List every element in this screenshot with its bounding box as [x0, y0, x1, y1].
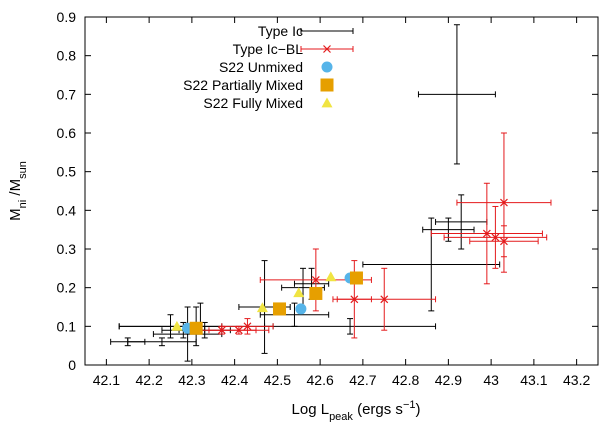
- y-tick-label: 0.1: [57, 318, 77, 334]
- x-marker-stroke: [311, 276, 320, 284]
- x-marker: [217, 326, 226, 335]
- square-marker: [309, 286, 323, 300]
- x-marker-stroke: [380, 295, 389, 304]
- y-label-sub: ni: [17, 200, 29, 209]
- y-label-sub: sun: [17, 161, 29, 179]
- x-label-mid: (ergs s: [353, 401, 403, 418]
- x-marker-stroke: [491, 233, 500, 242]
- x-marker-stroke: [500, 198, 508, 207]
- triangle-marker: [256, 302, 268, 313]
- x-tick-label: 42.6: [307, 372, 334, 388]
- x-marker-stroke: [217, 326, 226, 335]
- x-marker-stroke: [482, 229, 491, 238]
- x-tick-label: 42.1: [93, 372, 120, 388]
- x-tick-label: 42.9: [435, 372, 462, 388]
- triangle-marker: [171, 320, 183, 331]
- y-tick-label: 0.8: [57, 48, 77, 64]
- x-marker: [491, 233, 500, 242]
- x-tick-label: 43.2: [563, 372, 590, 388]
- x-tick-label: 43.1: [520, 372, 547, 388]
- legend-label: S22 Fully Mixed: [203, 95, 303, 111]
- y-tick-label: 0.3: [57, 241, 77, 257]
- y-tick-label: 0.6: [57, 125, 77, 141]
- circle-marker: [321, 61, 333, 73]
- error-bar: [152, 306, 223, 362]
- triangle-marker: [293, 287, 305, 298]
- x-label-base: Log L: [292, 401, 330, 418]
- x-tick-label: 42.5: [264, 372, 291, 388]
- x-marker-stroke: [500, 237, 508, 246]
- x-marker-stroke: [243, 322, 252, 331]
- y-label-mid: /M: [7, 179, 24, 200]
- x-tick-label: 42.8: [392, 372, 419, 388]
- square-marker: [273, 302, 287, 316]
- legend-item: S22 Fully Mixed: [203, 95, 333, 111]
- square-marker: [349, 271, 363, 285]
- x-label-sub: peak: [329, 411, 353, 422]
- legend: Type Ic Type Ic−BL S22 Unmixed S22 Partiall…: [183, 23, 354, 111]
- legend-item: Type Ic−BL: [233, 41, 354, 57]
- x-tick-label: 42.2: [136, 372, 163, 388]
- error-bar: [264, 318, 437, 335]
- x-marker: [311, 276, 320, 284]
- triangle-marker: [325, 271, 337, 282]
- legend-label: S22 Partially Mixed: [183, 77, 303, 93]
- legend-item: S22 Unmixed: [219, 59, 333, 75]
- legend-item: Type Ic: [258, 23, 354, 39]
- legend-item: S22 Partially Mixed: [183, 77, 334, 93]
- series-s22-partially-mixed: [189, 271, 363, 335]
- x-tick-label: 42.4: [221, 372, 248, 388]
- plot-frame: [84, 16, 599, 366]
- circle-marker: [295, 303, 307, 315]
- y-tick-label: 0.4: [57, 202, 77, 218]
- x-tick-label: 42.3: [178, 372, 205, 388]
- x-label-end: ): [415, 401, 420, 418]
- series-s22-unmixed: [182, 272, 356, 334]
- y-tick-label: 0: [68, 357, 76, 373]
- x-marker: [243, 322, 252, 331]
- plot-area: 0 0.1 0.2 0.3 0.4 0.5 0.6 0.7 0.8 0.9 42.1 42.2 42.3…: [57, 9, 599, 388]
- error-bar: [435, 194, 488, 250]
- error-bar: [417, 24, 496, 165]
- y-tick-label: 0.5: [57, 164, 77, 180]
- x-marker: [482, 229, 491, 238]
- x-axis-label: Log Lpeak (ergs s−1): [292, 399, 421, 422]
- x-tick-label: 43: [483, 372, 499, 388]
- error-bar: [110, 337, 146, 347]
- square-marker: [189, 321, 203, 335]
- x-marker: [500, 237, 508, 246]
- error-bar: [259, 302, 330, 327]
- x-marker: [380, 295, 389, 304]
- x-tick-label: 42.7: [349, 372, 376, 388]
- y-tick-label: 0.2: [57, 280, 77, 296]
- legend-label: Type Ic: [258, 23, 303, 39]
- y-tick-label: 0.7: [57, 86, 77, 102]
- triangle-marker: [321, 97, 333, 108]
- x-marker: [500, 198, 508, 207]
- x-marker-stroke: [323, 45, 331, 53]
- legend-label: Type Ic−BL: [233, 41, 304, 57]
- x-marker: [323, 45, 331, 53]
- square-marker: [320, 78, 334, 92]
- y-label-base: M: [7, 208, 24, 221]
- x-label-sup: −1: [403, 399, 416, 411]
- y-tick-label: 0.9: [57, 9, 77, 25]
- data-series: [110, 24, 552, 362]
- series-s22-fully-mixed: [171, 271, 337, 331]
- y-axis-label: Mni /Msun: [7, 161, 29, 221]
- legend-label: S22 Unmixed: [219, 59, 303, 75]
